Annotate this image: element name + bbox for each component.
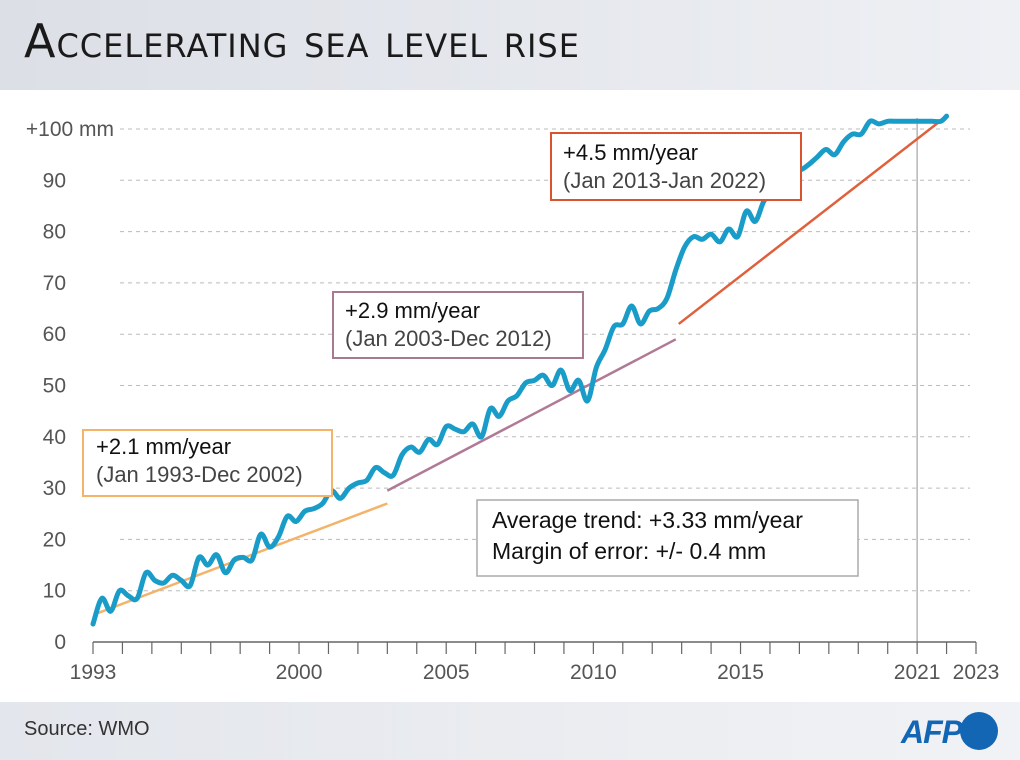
y-tick-label: 70	[43, 272, 66, 295]
x-tick-label: 2015	[717, 661, 764, 684]
x-tick-label: 2000	[276, 661, 323, 684]
y-tick-label: 80	[43, 221, 66, 244]
annotation-box-1993-2002	[82, 429, 333, 497]
y-tick-label: 10	[43, 580, 66, 603]
annotation-period-2003-2012: (Jan 2003-Dec 2012)	[345, 326, 552, 351]
y-tick-label: 0	[54, 631, 66, 654]
y-tick-label: 40	[43, 426, 66, 449]
trend-line-3	[677, 115, 948, 325]
sea-level-series-line	[90, 113, 950, 627]
trend-line-2	[386, 338, 677, 492]
sea-level-chart: 0 10 20 30 40 50 60 70 80 90 +100 mm 1993 2000 2005 20…	[26, 113, 999, 684]
axis-layer: 0 10 20 30 40 50 60 70 80 90 +100 mm 1993 2000 2005 20…	[26, 118, 999, 684]
average-trend-box	[476, 499, 859, 577]
annotation-box-2003-2012	[332, 291, 584, 359]
annotation-rate-1993-2002: +2.1 mm/year	[96, 434, 231, 459]
y-tick-label: 20	[43, 528, 66, 551]
y-tick-label: 90	[43, 169, 66, 192]
y-tick-label: 60	[43, 323, 66, 346]
annotation-rate-2013-2022: +4.5 mm/year	[563, 140, 698, 165]
x-tick-label: 2023	[953, 661, 1000, 684]
annotation-period-1993-2002: (Jan 1993-Dec 2002)	[96, 462, 303, 487]
y-tick-label: +100 mm	[26, 118, 114, 141]
y-tick-label: 30	[43, 477, 66, 500]
x-tick-label: 1993	[70, 661, 117, 684]
annotation-rate-2003-2012: +2.9 mm/year	[345, 298, 480, 323]
annotation-box-2013-2022	[550, 132, 802, 201]
y-tick-label: 50	[43, 375, 66, 398]
header-band: Accelerating sea level rise	[0, 0, 1020, 90]
series-layer	[90, 113, 950, 627]
margin-of-error-text: Margin of error: +/- 0.4 mm	[492, 538, 766, 564]
afp-logo-dot	[960, 712, 998, 750]
footer-band: Source: WMO AFP	[0, 702, 1020, 760]
x-tick-label: 2005	[423, 661, 470, 684]
chart-title: Accelerating sea level rise	[24, 14, 580, 68]
x-tick-label: 2021	[894, 661, 941, 684]
annotation-period-2013-2022: (Jan 2013-Jan 2022)	[563, 168, 766, 193]
afp-logo-text: AFP	[901, 714, 963, 750]
source-note: Source: WMO	[24, 718, 150, 740]
x-tick-label: 2010	[570, 661, 617, 684]
average-trend-text: Average trend: +3.33 mm/year	[492, 507, 803, 533]
